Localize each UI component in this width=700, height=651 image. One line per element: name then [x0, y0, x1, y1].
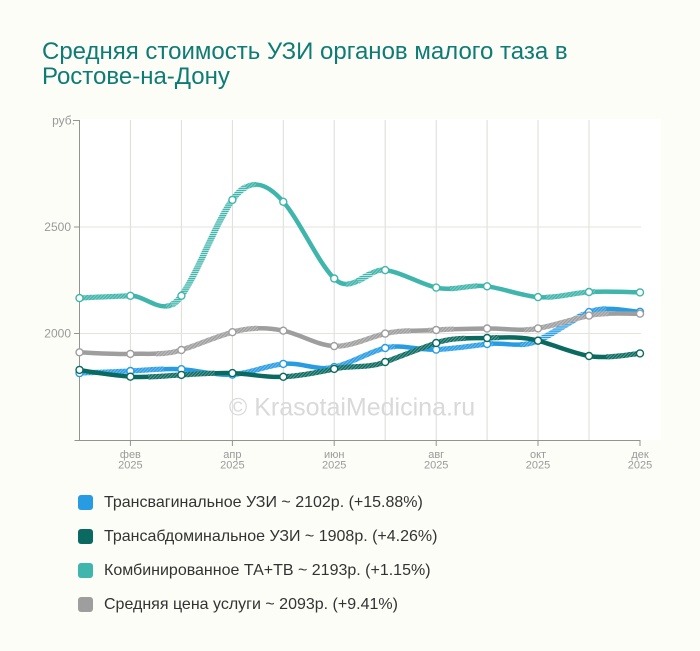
svg-text:2000: 2000 [44, 327, 71, 341]
svg-text:апр: апр [223, 449, 241, 461]
svg-text:руб.: руб. [52, 114, 75, 128]
svg-text:2025: 2025 [526, 460, 550, 472]
svg-text:фев: фев [120, 449, 141, 461]
svg-text:2025: 2025 [628, 460, 652, 472]
svg-text:2025: 2025 [424, 460, 448, 472]
svg-text:2500: 2500 [44, 220, 71, 234]
svg-text:2025: 2025 [118, 460, 142, 472]
svg-text:2025: 2025 [220, 460, 244, 472]
svg-text:июн: июн [324, 449, 344, 461]
svg-text:дек: дек [631, 449, 649, 461]
svg-text:авг: авг [428, 449, 444, 461]
svg-text:окт: окт [530, 449, 546, 461]
svg-text:2025: 2025 [322, 460, 346, 472]
svg-text:© KrasotaiMedicina.ru: © KrasotaiMedicina.ru [229, 394, 475, 422]
